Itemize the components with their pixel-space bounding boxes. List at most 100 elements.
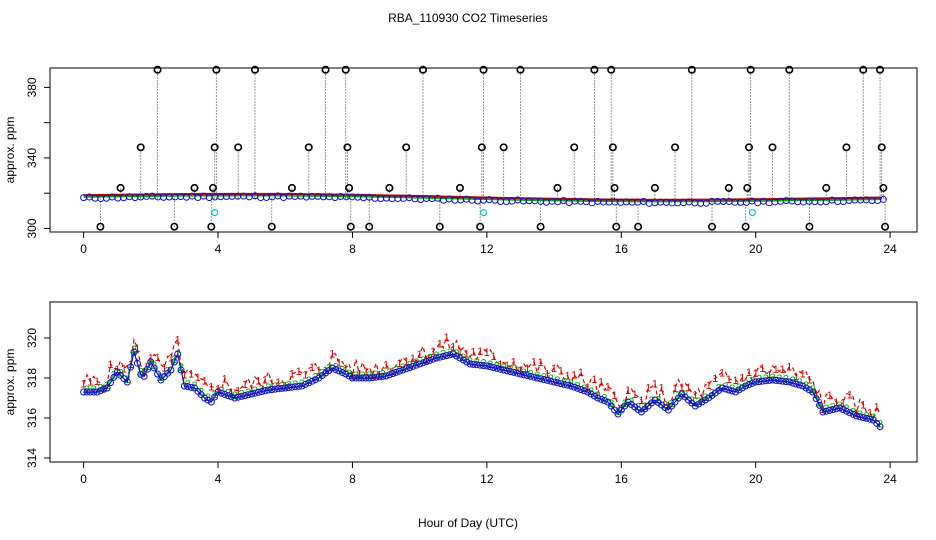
bottom-series-point-3 [557, 380, 565, 388]
bottom-series-point-3 [543, 376, 551, 384]
bottom-series-point-3 [547, 377, 555, 385]
bottom-series-symbol-1: 1 [867, 407, 873, 419]
spike-point [536, 222, 545, 231]
bottom-series-symbol-1: 1 [598, 376, 604, 388]
bottom-series-point-3 [295, 382, 303, 390]
spike-point [822, 183, 831, 192]
bottom-series-symbol-1: 1 [625, 385, 631, 397]
bottom-series-point-3 [254, 388, 262, 396]
bottom-series-symbol-2: 2 [91, 384, 97, 396]
bottom-series-point-3 [846, 409, 854, 417]
bottom-series-symbol-1: 1 [692, 389, 698, 401]
bottom-series-symbol-1: 1 [732, 375, 738, 387]
bottom-series-symbol-2: 2 [870, 412, 876, 424]
bottom-series-symbol-1: 1 [726, 374, 732, 386]
bottom-plot-frame [49, 301, 918, 463]
bottom-x-tick-label: 0 [80, 472, 87, 486]
bottom-series-symbol-1: 1 [712, 373, 718, 385]
bottom-series-point-3 [187, 383, 195, 391]
bottom-series-point-3 [698, 398, 706, 406]
bottom-y-tick-label: 320 [25, 328, 39, 348]
bottom-series-symbol-1: 1 [249, 383, 255, 395]
bottom-series-point-3 [281, 384, 289, 392]
bottom-series-symbol-1: 1 [564, 370, 570, 382]
bottom-series-symbol-2: 2 [185, 379, 191, 391]
bottom-series-point-3 [537, 375, 545, 383]
bottom-series-point-3 [735, 386, 743, 394]
bottom-series-point-3 [523, 372, 531, 380]
bottom-series-point-3 [516, 370, 524, 378]
bottom-series-symbol-1: 1 [874, 402, 880, 414]
bottom-series-point-3 [849, 410, 857, 418]
spike-point [287, 183, 296, 192]
spike-point [741, 222, 750, 231]
bottom-series-symbol-1: 1 [141, 367, 147, 379]
bottom-series-point-3 [809, 388, 817, 396]
bottom-series-symbol-2: 2 [144, 361, 150, 373]
bottom-series-symbol-2: 2 [608, 398, 614, 410]
bottom-series-symbol-1: 1 [860, 399, 866, 411]
bottom-series-symbol-2: 2 [353, 370, 359, 382]
bottom-series-point-3 [496, 365, 504, 373]
bottom-series-point-3 [311, 376, 319, 384]
bottom-series-point-3 [103, 384, 111, 392]
bottom-series-point-3 [110, 373, 118, 381]
bottom-series-symbol-1: 1 [107, 359, 113, 371]
bottom-series-point-3 [480, 362, 487, 370]
bottom-series-point-3 [352, 374, 360, 382]
bottom-series-symbol-1: 1 [833, 397, 839, 409]
bottom-series-symbol-2: 2 [366, 370, 372, 382]
bottom-series-point-3 [560, 380, 568, 388]
bottom-series-symbol-1: 1 [672, 383, 678, 395]
bottom-series-symbol-1: 1 [202, 375, 208, 387]
bottom-series-point-3 [86, 388, 94, 396]
bottom-series-point-3 [486, 363, 494, 371]
bottom-series-point-3 [853, 412, 861, 420]
bottom-series-point-3 [550, 378, 558, 386]
bottom-series-point-3 [533, 374, 541, 382]
bottom-series-point-3 [298, 382, 306, 390]
bottom-series-point-3 [691, 402, 699, 410]
top-cyan-point [479, 209, 488, 217]
spike-point [343, 143, 352, 152]
bottom-series-point-3 [106, 379, 114, 387]
bottom-series-point-3 [301, 380, 309, 388]
bottom-series-symbol-2: 2 [769, 372, 775, 384]
bottom-x-tick-label: 8 [349, 472, 356, 486]
bottom-series-point-3 [137, 370, 145, 378]
bottom-series-symbol-1: 1 [457, 346, 463, 358]
bottom-series-symbol-2: 2 [534, 370, 540, 382]
bottom-series-symbol-1: 1 [403, 356, 409, 368]
spike-point [516, 65, 525, 74]
bottom-series-point-3 [432, 354, 440, 362]
bottom-series-symbol-2: 2 [682, 389, 688, 401]
bottom-series-symbol-2: 2 [198, 387, 204, 399]
bottom-series-symbol-2: 2 [689, 395, 695, 407]
top-baseline-point [879, 195, 887, 203]
bottom-series-point-3 [342, 370, 350, 378]
bottom-series-symbol-2: 2 [474, 357, 480, 369]
bottom-series-point-3 [275, 385, 283, 393]
bottom-series-symbol-1: 1 [638, 395, 644, 407]
bottom-series-symbol-2: 2 [783, 374, 789, 386]
bottom-series-point-3 [570, 383, 578, 391]
bottom-series-point-3 [375, 373, 383, 381]
bottom-series-symbol-1: 1 [659, 383, 665, 395]
bottom-series-symbol-2: 2 [212, 389, 218, 401]
spike-point [190, 183, 199, 192]
bottom-y-tick-label: 314 [25, 448, 39, 468]
bottom-series-point-3 [96, 387, 104, 395]
bottom-series-symbol-1: 1 [275, 377, 281, 389]
bottom-series-symbol-1: 1 [652, 378, 658, 390]
spike-point [876, 65, 885, 74]
bottom-series-point-3 [805, 386, 813, 394]
bottom-series-point-3 [90, 388, 98, 396]
bottom-series-symbol-1: 1 [289, 369, 295, 381]
bottom-series-point-3 [406, 364, 414, 372]
bottom-series-point-3 [584, 388, 592, 396]
bottom-series-point-3 [217, 389, 225, 397]
spike-point [687, 65, 696, 74]
spike-point [455, 183, 464, 192]
